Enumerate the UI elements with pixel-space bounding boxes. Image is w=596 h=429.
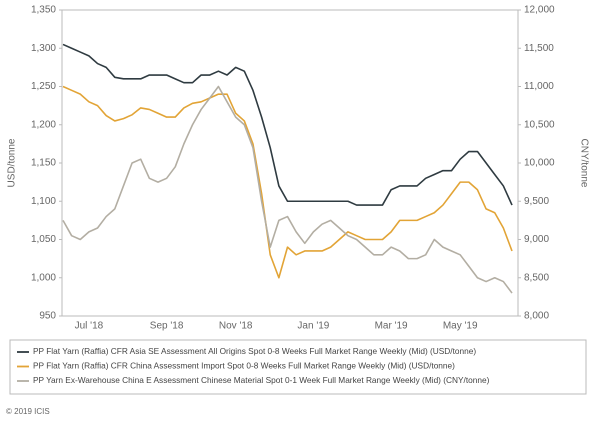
y-tick-label: 1,050 bbox=[31, 234, 56, 245]
x-tick-label: Jan '19 bbox=[297, 321, 329, 332]
series-line bbox=[62, 85, 513, 279]
y-tick-label: 1,000 bbox=[31, 272, 56, 283]
y2-tick-label: 12,000 bbox=[524, 5, 555, 16]
y2-tick-label: 9,000 bbox=[524, 234, 549, 245]
x-tick-label: Nov '18 bbox=[219, 321, 253, 332]
x-tick-label: May '19 bbox=[443, 321, 478, 332]
y2-tick-label: 11,500 bbox=[524, 43, 554, 54]
y-axis-title: USD/tonne bbox=[7, 138, 18, 187]
legend-label: PP Flat Yarn (Raffia) CFR China Assessme… bbox=[33, 361, 455, 371]
copyright: © 2019 ICIS bbox=[6, 407, 50, 416]
series-line bbox=[62, 43, 513, 206]
legend-label: PP Yarn Ex-Warehouse China E Assessment … bbox=[33, 375, 490, 385]
y-tick-label: 1,300 bbox=[31, 43, 56, 54]
y-tick-label: 1,350 bbox=[31, 5, 56, 16]
y-tick-label: 1,250 bbox=[31, 81, 56, 92]
y2-tick-label: 9,500 bbox=[524, 196, 549, 207]
legend-label: PP Flat Yarn (Raffia) CFR Asia SE Assess… bbox=[33, 346, 476, 356]
x-tick-label: Sep '18 bbox=[150, 321, 184, 332]
legend-box bbox=[9, 339, 587, 395]
series-line bbox=[62, 85, 513, 294]
y2-tick-label: 11,000 bbox=[524, 81, 554, 92]
y-tick-label: 1,100 bbox=[31, 196, 56, 207]
y-tick-label: 1,200 bbox=[31, 119, 56, 130]
y2-axis-title: CNY/tonne bbox=[578, 139, 589, 188]
y-tick-label: 950 bbox=[39, 311, 56, 322]
x-tick-label: Mar '19 bbox=[375, 321, 408, 332]
y2-tick-label: 8,000 bbox=[524, 311, 549, 322]
x-tick-label: Jul '18 bbox=[75, 321, 104, 332]
y-tick-label: 1,150 bbox=[31, 158, 56, 169]
y2-tick-label: 10,000 bbox=[524, 158, 555, 169]
y2-tick-label: 10,500 bbox=[524, 119, 555, 130]
y2-tick-label: 8,500 bbox=[524, 272, 549, 283]
